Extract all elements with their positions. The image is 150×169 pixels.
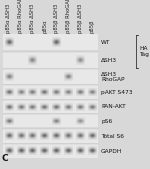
Text: p85β: p85β [90, 19, 94, 33]
Text: ΔSH3
RhoGAP: ΔSH3 RhoGAP [101, 72, 125, 82]
Bar [3, 69, 98, 84]
Text: pS6: pS6 [101, 119, 112, 124]
Bar [3, 114, 98, 127]
Text: p85α RhoGAP: p85α RhoGAP [18, 0, 23, 33]
Text: p85α: p85α [42, 19, 47, 33]
Text: WT: WT [101, 40, 110, 45]
Text: ΔSH3: ΔSH3 [101, 58, 117, 63]
Text: p85α ΔSH3: p85α ΔSH3 [30, 4, 35, 33]
Bar [3, 85, 98, 99]
Text: p85α ΔSH3: p85α ΔSH3 [6, 4, 11, 33]
Bar [3, 52, 98, 68]
Text: PAN-AKT: PAN-AKT [101, 104, 126, 109]
Bar [3, 144, 98, 158]
Text: HA
Tag: HA Tag [139, 46, 149, 57]
Text: p85β ΔSH3: p85β ΔSH3 [78, 4, 83, 33]
Text: C: C [2, 154, 9, 163]
Text: pAKT S473: pAKT S473 [101, 90, 132, 95]
Bar [3, 34, 98, 50]
Text: p85β ΔSH3: p85β ΔSH3 [54, 4, 59, 33]
Bar [3, 100, 98, 113]
Text: GAPDH: GAPDH [101, 149, 122, 154]
Text: Total S6: Total S6 [101, 134, 124, 139]
Text: p85β RhoGAP: p85β RhoGAP [66, 0, 71, 33]
Bar [3, 128, 98, 143]
